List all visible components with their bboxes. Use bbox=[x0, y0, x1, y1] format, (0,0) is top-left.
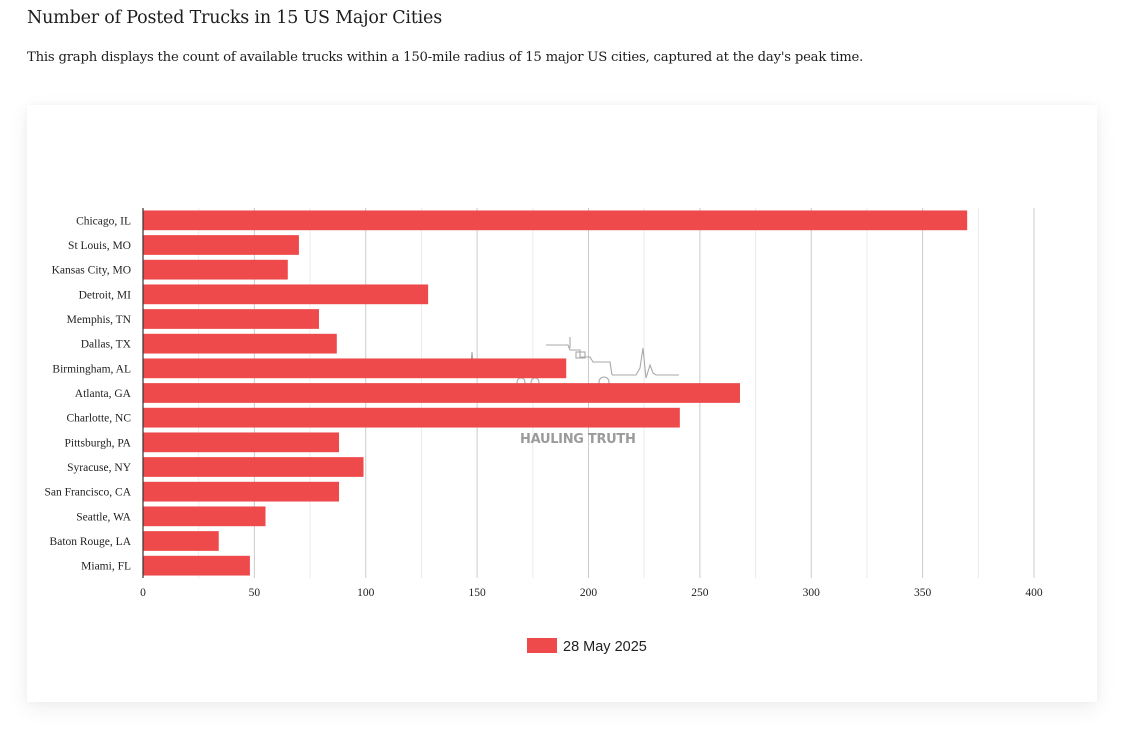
x-tick-label: 200 bbox=[580, 587, 598, 599]
category-label: Baton Rouge, LA bbox=[50, 536, 132, 548]
x-tick-label: 300 bbox=[803, 587, 821, 599]
bar[interactable] bbox=[143, 555, 250, 576]
legend-label: 28 May 2025 bbox=[563, 639, 647, 655]
category-label: San Francisco, CA bbox=[44, 487, 131, 499]
bar[interactable] bbox=[143, 333, 337, 354]
bar[interactable] bbox=[143, 383, 740, 403]
category-label: Pittsburgh, PA bbox=[65, 437, 132, 449]
category-label: Seattle, WA bbox=[76, 511, 131, 523]
bar[interactable] bbox=[143, 506, 266, 527]
category-label: St Louis, MO bbox=[68, 240, 131, 252]
category-label: Detroit, MI bbox=[79, 289, 132, 301]
category-label: Charlotte, NC bbox=[66, 413, 131, 425]
bar[interactable] bbox=[143, 259, 288, 280]
category-label: Chicago, IL bbox=[76, 215, 131, 227]
category-labels: Chicago, IL St Louis, MO Kansas City, MO De… bbox=[44, 215, 131, 572]
bar[interactable] bbox=[143, 210, 968, 231]
page-title: Number of Posted Trucks in 15 US Major C… bbox=[27, 8, 442, 28]
x-tick-label: 150 bbox=[469, 587, 487, 599]
legend[interactable]: 28 May 2025 bbox=[527, 638, 647, 655]
bar[interactable] bbox=[143, 457, 364, 477]
chart-card bbox=[27, 105, 1097, 702]
x-tick-label: 250 bbox=[691, 587, 709, 599]
bar[interactable] bbox=[143, 284, 429, 305]
category-label: Birmingham, AL bbox=[52, 363, 131, 375]
watermark-text: HAULING TRUTH bbox=[520, 432, 636, 447]
x-tick-label: 50 bbox=[249, 587, 261, 599]
category-label: Memphis, TN bbox=[67, 314, 132, 326]
category-label: Syracuse, NY bbox=[67, 462, 132, 474]
bar[interactable] bbox=[143, 358, 567, 379]
legend-swatch bbox=[527, 638, 557, 653]
bar[interactable] bbox=[143, 481, 340, 502]
bar[interactable] bbox=[143, 531, 219, 551]
bar[interactable] bbox=[143, 407, 680, 428]
bars bbox=[143, 210, 968, 576]
x-tick-labels: 0 50 100 150 200 250 300 350 400 bbox=[140, 587, 1043, 599]
x-tick-label: 0 bbox=[140, 587, 146, 599]
x-tick-label: 100 bbox=[357, 587, 375, 599]
category-label: Miami, FL bbox=[81, 561, 131, 573]
bar[interactable] bbox=[143, 432, 340, 453]
x-tick-label: 350 bbox=[914, 587, 932, 599]
bar[interactable] bbox=[143, 235, 299, 255]
bar[interactable] bbox=[143, 309, 319, 329]
x-tick-label: 400 bbox=[1025, 587, 1043, 599]
category-label: Kansas City, MO bbox=[52, 265, 131, 277]
category-label: Atlanta, GA bbox=[75, 388, 132, 400]
page-description: This graph displays the count of availab… bbox=[27, 50, 864, 65]
category-label: Dallas, TX bbox=[81, 339, 132, 351]
